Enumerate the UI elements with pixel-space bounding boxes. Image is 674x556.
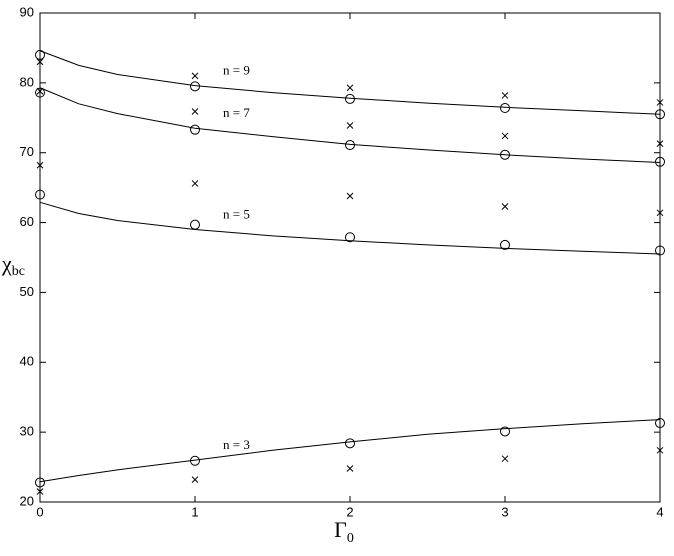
x-axis-label-sub: 0	[347, 531, 354, 546]
y-tick-label: 30	[20, 424, 34, 439]
cross-point	[501, 203, 509, 210]
cross-point	[191, 72, 199, 80]
cross-point	[656, 140, 664, 147]
cross-point	[191, 476, 199, 483]
cross-point	[36, 87, 44, 95]
cross-point	[346, 122, 354, 129]
x-tick-label: 4	[656, 504, 663, 519]
x-axis-label: Γ0	[334, 517, 354, 546]
circle-point	[35, 49, 45, 60]
circle-point	[655, 109, 665, 120]
cross-point	[656, 446, 664, 454]
circle-point	[35, 477, 45, 488]
cross-point	[501, 132, 509, 140]
fit-curve	[39, 50, 661, 115]
y-axis-label: χbc	[1, 251, 25, 279]
circle-point	[500, 426, 510, 437]
y-tick-label: 60	[20, 214, 34, 229]
cross-point	[346, 84, 354, 92]
y-tick-label: 80	[20, 74, 34, 89]
x-tick-label: 2	[346, 504, 353, 519]
x-tick-label: 0	[36, 504, 43, 519]
circle-point	[500, 149, 510, 160]
circle-point	[35, 87, 45, 98]
y-axis-label-main: χ	[1, 251, 12, 276]
circle-point	[190, 219, 200, 230]
fit-curve	[39, 201, 661, 255]
curve-label: n = 3	[223, 437, 250, 452]
y-tick-label: 50	[20, 284, 34, 299]
y-tick-label: 40	[20, 354, 34, 369]
cross-point	[501, 455, 509, 463]
curve-label: n = 5	[223, 207, 250, 222]
cross-point	[36, 161, 44, 169]
circle-point	[345, 438, 355, 449]
circle-point	[655, 418, 665, 429]
circle-point	[655, 245, 665, 256]
cross-point	[36, 58, 44, 66]
cross-point	[656, 99, 664, 106]
cross-point	[346, 465, 354, 472]
fit-curve	[39, 419, 661, 483]
cross-point	[36, 488, 44, 495]
cross-point	[346, 192, 354, 200]
circle-point	[500, 103, 510, 114]
curve-label: n = 7	[223, 105, 250, 120]
x-axis-label-main: Γ	[334, 517, 347, 542]
y-tick-label: 70	[20, 144, 34, 159]
cross-point	[191, 108, 199, 115]
circle-point	[345, 232, 355, 243]
plot-frame	[39, 12, 661, 503]
cross-point	[191, 180, 199, 187]
x-tick-label: 1	[191, 504, 198, 519]
circle-point	[345, 93, 355, 104]
circle-point	[345, 140, 355, 151]
fit-curve	[39, 87, 661, 163]
circle-point	[35, 189, 45, 200]
circle-point	[190, 455, 200, 466]
cross-point	[656, 209, 664, 217]
y-tick-label: 20	[20, 493, 34, 508]
y-axis-label-sub: bc	[12, 264, 25, 279]
y-tick-label: 90	[20, 4, 34, 19]
circle-point	[190, 81, 200, 92]
cross-point	[501, 92, 509, 99]
curve-label: n = 9	[223, 63, 250, 78]
x-tick-label: 3	[501, 504, 508, 519]
circle-point	[655, 156, 665, 167]
circle-point	[500, 239, 510, 250]
circle-point	[190, 124, 200, 135]
